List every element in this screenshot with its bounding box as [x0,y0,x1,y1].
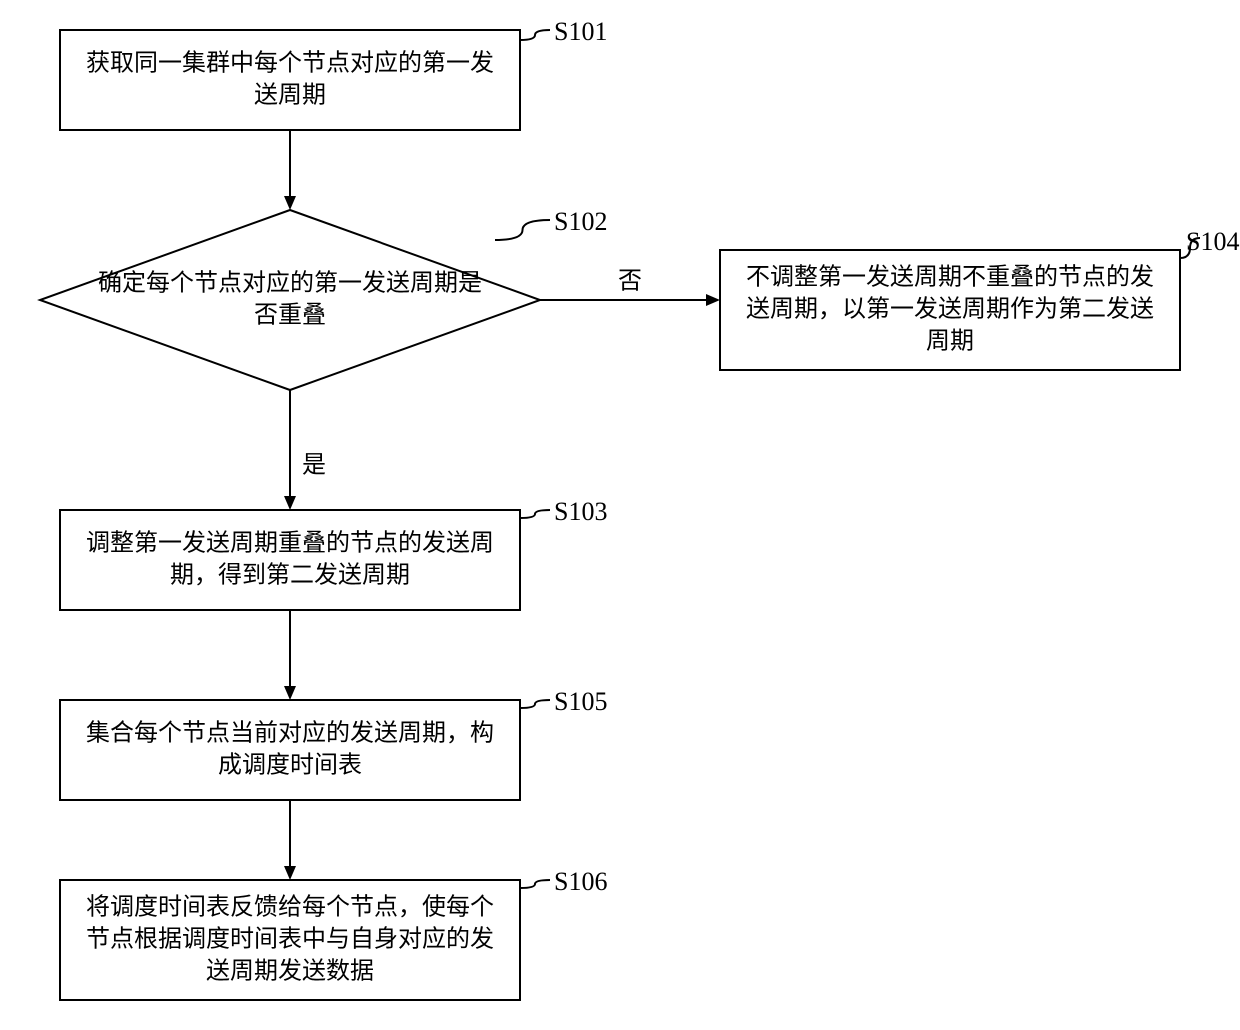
svg-text:送周期发送数据: 送周期发送数据 [206,957,374,984]
flowchart-canvas: 是 否 获取同一集群中每个节点对应的第一发送周期 S101 确定每个节点对应的第一发送周… [0,0,1240,1030]
step-label-s103: S103 [554,497,607,526]
svg-text:周期: 周期 [926,327,974,354]
svg-text:送周期，以第一发送周期作为第二发送: 送周期，以第一发送周期作为第二发送 [746,295,1154,322]
step-label-s102: S102 [554,207,607,236]
flow-node-s101 [60,30,520,130]
flow-node-s103 [60,510,520,610]
step-label-s104: S104 [1186,227,1239,256]
svg-text:调整第一发送周期重叠的节点的发送周: 调整第一发送周期重叠的节点的发送周 [86,529,494,556]
edge-label: 否 [618,267,642,294]
svg-text:获取同一集群中每个节点对应的第一发: 获取同一集群中每个节点对应的第一发 [86,49,494,76]
svg-text:成调度时间表: 成调度时间表 [218,751,362,778]
step-label-s106: S106 [554,867,607,896]
svg-text:确定每个节点对应的第一发送周期是: 确定每个节点对应的第一发送周期是 [98,269,482,296]
svg-text:期，得到第二发送周期: 期，得到第二发送周期 [170,561,410,588]
edge-label: 是 [302,451,326,478]
svg-text:送周期: 送周期 [254,81,326,108]
svg-text:节点根据调度时间表中与自身对应的发: 节点根据调度时间表中与自身对应的发 [86,925,494,952]
svg-text:集合每个节点当前对应的发送周期，构: 集合每个节点当前对应的发送周期，构 [86,719,494,746]
flow-node-s105 [60,700,520,800]
svg-text:不调整第一发送周期不重叠的节点的发: 不调整第一发送周期不重叠的节点的发 [746,263,1154,290]
svg-text:否重叠: 否重叠 [254,301,326,328]
step-label-s105: S105 [554,687,607,716]
svg-text:将调度时间表反馈给每个节点，使每个: 将调度时间表反馈给每个节点，使每个 [86,893,494,920]
step-label-s101: S101 [554,17,607,46]
